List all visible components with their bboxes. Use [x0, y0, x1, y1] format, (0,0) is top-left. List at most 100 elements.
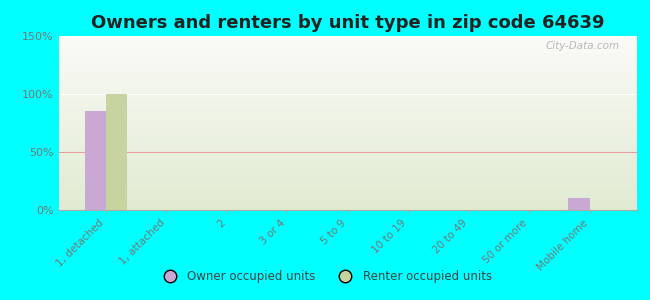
- Bar: [58, 104, 637, 106]
- Bar: [58, 62, 637, 64]
- Bar: [58, 128, 637, 130]
- Bar: [58, 74, 637, 76]
- Bar: [58, 154, 637, 156]
- Bar: [58, 137, 637, 139]
- Bar: [58, 50, 637, 52]
- Bar: [58, 45, 637, 46]
- Bar: [58, 106, 637, 107]
- Bar: [58, 134, 637, 135]
- Bar: [58, 85, 637, 86]
- Bar: [58, 172, 637, 173]
- Title: Owners and renters by unit type in zip code 64639: Owners and renters by unit type in zip c…: [91, 14, 604, 32]
- Bar: [58, 123, 637, 125]
- Bar: [58, 189, 637, 191]
- Bar: [58, 41, 637, 43]
- Bar: [58, 130, 637, 132]
- Bar: [58, 48, 637, 50]
- Bar: [58, 147, 637, 149]
- Bar: [58, 139, 637, 140]
- Bar: [106, 94, 127, 210]
- Bar: [58, 99, 637, 100]
- Bar: [58, 67, 637, 69]
- Bar: [568, 198, 590, 210]
- Bar: [58, 90, 637, 92]
- Text: City-Data.com: City-Data.com: [545, 41, 619, 51]
- Bar: [58, 167, 637, 168]
- Bar: [58, 40, 637, 41]
- Bar: [58, 73, 637, 74]
- Bar: [58, 109, 637, 111]
- Bar: [58, 52, 637, 53]
- Bar: [58, 132, 637, 134]
- Bar: [58, 111, 637, 112]
- Bar: [58, 203, 637, 205]
- Bar: [58, 119, 637, 121]
- Bar: [58, 86, 637, 88]
- Bar: [58, 38, 637, 40]
- Bar: [58, 142, 637, 144]
- Bar: [58, 140, 637, 142]
- Bar: [58, 144, 637, 146]
- Bar: [58, 112, 637, 114]
- Bar: [58, 175, 637, 177]
- Legend: Owner occupied units, Renter occupied units: Owner occupied units, Renter occupied un…: [153, 266, 497, 288]
- Bar: [58, 168, 637, 170]
- Bar: [58, 163, 637, 165]
- Bar: [58, 198, 637, 200]
- Bar: [58, 81, 637, 83]
- Bar: [58, 66, 637, 67]
- Bar: [58, 151, 637, 153]
- Bar: [58, 76, 637, 78]
- Bar: [84, 111, 106, 210]
- Bar: [58, 196, 637, 198]
- Bar: [58, 64, 637, 66]
- Bar: [58, 53, 637, 55]
- Bar: [58, 118, 637, 119]
- Bar: [58, 191, 637, 193]
- Bar: [58, 135, 637, 137]
- Bar: [58, 160, 637, 161]
- Bar: [58, 88, 637, 90]
- Bar: [58, 193, 637, 194]
- Bar: [58, 93, 637, 95]
- Bar: [58, 69, 637, 71]
- Bar: [58, 156, 637, 158]
- Bar: [58, 78, 637, 80]
- Bar: [58, 71, 637, 73]
- Bar: [58, 102, 637, 104]
- Bar: [58, 161, 637, 163]
- Bar: [58, 95, 637, 97]
- Bar: [58, 127, 637, 128]
- Bar: [58, 58, 637, 60]
- Bar: [58, 92, 637, 93]
- Bar: [58, 149, 637, 151]
- Bar: [58, 182, 637, 184]
- Bar: [58, 36, 637, 38]
- Bar: [58, 165, 637, 167]
- Bar: [58, 83, 637, 85]
- Bar: [58, 173, 637, 175]
- Bar: [58, 97, 637, 99]
- Bar: [58, 158, 637, 160]
- Bar: [58, 116, 637, 118]
- Bar: [58, 184, 637, 186]
- Bar: [58, 179, 637, 180]
- Bar: [58, 208, 637, 210]
- Bar: [58, 146, 637, 147]
- Bar: [58, 100, 637, 102]
- Bar: [58, 180, 637, 182]
- Bar: [58, 201, 637, 203]
- Bar: [58, 55, 637, 57]
- Bar: [58, 200, 637, 201]
- Bar: [58, 205, 637, 206]
- Bar: [58, 60, 637, 62]
- Bar: [58, 194, 637, 196]
- Bar: [58, 80, 637, 81]
- Bar: [58, 107, 637, 109]
- Bar: [58, 121, 637, 123]
- Bar: [58, 188, 637, 189]
- Bar: [58, 206, 637, 208]
- Bar: [58, 170, 637, 172]
- Bar: [58, 114, 637, 116]
- Bar: [58, 46, 637, 48]
